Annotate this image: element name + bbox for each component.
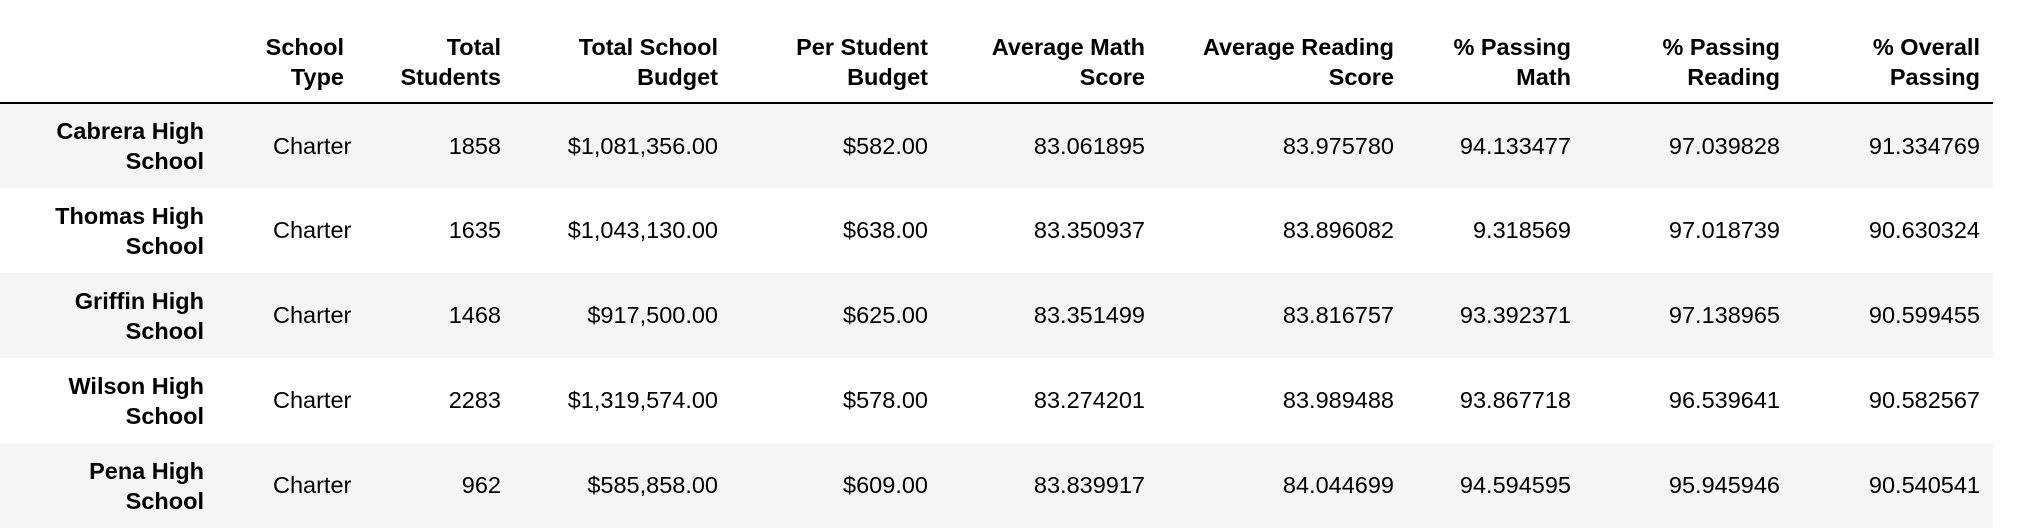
school-type-cell: Charter <box>273 387 352 413</box>
column-header-per-student-budget: Per Student Budget <box>731 0 941 104</box>
row-label-line: School <box>125 317 204 344</box>
school-type-cell: Charter <box>273 132 352 159</box>
row-label-line: School <box>125 148 204 174</box>
table-row-wilson: Wilson High School Charter 2283 $1,319,574.0… <box>0 358 1993 443</box>
row-label-line: Wilson High <box>68 372 204 399</box>
column-header-line: Total <box>446 34 501 60</box>
column-header-line: Students <box>400 64 501 90</box>
index-header <box>0 0 217 104</box>
school-type-cell: Charter <box>273 302 352 328</box>
avg-reading-cell: 83.975780 <box>1282 132 1394 159</box>
column-header-line: School <box>265 34 344 60</box>
column-header-passing-reading: % Passing Reading <box>1584 0 1793 104</box>
avg-reading-cell: 83.989488 <box>1282 387 1394 413</box>
total-students-cell: 1858 <box>448 132 501 159</box>
column-header-line: % Passing <box>1453 34 1571 60</box>
passing-reading-cell: 95.945946 <box>1668 472 1780 498</box>
total-budget-cell: $917,500.00 <box>587 302 718 328</box>
column-header-line: Average Reading <box>1202 34 1394 60</box>
per-student-budget-cell: $609.00 <box>843 472 928 498</box>
total-budget-cell: $585,858.00 <box>587 472 718 498</box>
table-row-cabrera: Cabrera High School Charter 1858 $1,081,356.… <box>0 103 1993 188</box>
column-header-line: Average Math <box>991 34 1145 60</box>
row-label-line: Thomas High <box>55 202 204 229</box>
avg-reading-cell: 83.816757 <box>1282 302 1394 328</box>
avg-reading-cell: 83.896082 <box>1282 217 1394 243</box>
column-header-passing-math: % Passing Math <box>1407 0 1584 104</box>
column-header-average-math-score: Average Math Score <box>941 0 1158 104</box>
avg-math-cell: 83.061895 <box>1033 132 1145 159</box>
total-budget-cell: $1,081,356.00 <box>567 132 718 159</box>
passing-math-cell: 9.318569 <box>1472 217 1571 243</box>
column-header-line: Type <box>290 64 344 90</box>
per-student-budget-cell: $625.00 <box>843 302 928 328</box>
passing-reading-cell: 96.539641 <box>1668 387 1780 413</box>
total-budget-cell: $1,043,130.00 <box>567 217 718 243</box>
per-student-budget-cell: $638.00 <box>843 217 928 243</box>
column-header-line: Budget <box>847 64 928 90</box>
total-students-cell: 962 <box>461 472 501 498</box>
row-label-line: School <box>125 402 204 429</box>
row-label-line: Pena High <box>89 457 204 484</box>
passing-math-cell: 93.867718 <box>1459 387 1571 413</box>
avg-math-cell: 83.274201 <box>1033 387 1145 413</box>
total-students-cell: 1468 <box>448 302 501 328</box>
table-row-thomas: Thomas High School Charter 1635 $1,043,130.0… <box>0 188 1993 273</box>
total-budget-cell: $1,319,574.00 <box>567 387 718 413</box>
header-row: School Type Total Students Total School … <box>0 0 1993 104</box>
passing-reading-cell: 97.018739 <box>1668 217 1780 243</box>
column-header-line: Score <box>1328 64 1394 90</box>
column-header-line: Score <box>1079 64 1145 90</box>
passing-reading-cell: 97.039828 <box>1668 132 1780 159</box>
row-label-school-name: Thomas High School <box>0 188 217 273</box>
column-header-school-type: School Type <box>217 0 357 104</box>
row-label-school-name: Wilson High School <box>0 358 217 443</box>
column-header-line: Budget <box>637 64 718 90</box>
overall-passing-cell: 90.599455 <box>1868 302 1980 328</box>
passing-reading-cell: 97.138965 <box>1668 302 1780 328</box>
column-header-average-reading-score: Average Reading Score <box>1158 0 1407 104</box>
total-students-cell: 2283 <box>448 387 501 413</box>
column-header-total-school-budget: Total School Budget <box>514 0 731 104</box>
row-label-school-name: Pena High School <box>0 443 217 528</box>
table-row-pena: Pena High School Charter 962 $585,858.00 $609… <box>0 443 1993 528</box>
column-header-line: % Passing <box>1662 34 1780 60</box>
passing-math-cell: 93.392371 <box>1459 302 1571 328</box>
avg-math-cell: 83.350937 <box>1033 217 1145 243</box>
row-label-line: School <box>125 232 204 259</box>
row-label-line: Griffin High <box>74 287 204 314</box>
per-student-budget-cell: $582.00 <box>843 132 928 159</box>
row-label-line: Cabrera High <box>56 118 204 144</box>
row-label-school-name: Griffin High School <box>0 273 217 358</box>
overall-passing-cell: 90.630324 <box>1868 217 1980 243</box>
row-label-line: School <box>125 487 204 514</box>
overall-passing-cell: 91.334769 <box>1868 132 1980 159</box>
table-header: School Type Total Students Total School … <box>0 0 1993 104</box>
column-header-line: % Overall <box>1872 34 1980 60</box>
passing-math-cell: 94.594595 <box>1459 472 1571 498</box>
column-header-line: Reading <box>1687 64 1780 90</box>
overall-passing-cell: 90.540541 <box>1868 472 1980 498</box>
column-header-line: Passing <box>1889 64 1980 90</box>
avg-math-cell: 83.839917 <box>1033 472 1145 498</box>
column-header-overall-passing: % Overall Passing <box>1793 0 1993 104</box>
overall-passing-cell: 90.582567 <box>1868 387 1980 413</box>
school-summary-table: School Type Total Students Total School … <box>0 0 1993 528</box>
table-row-griffin: Griffin High School Charter 1468 $917,500.00… <box>0 273 1993 358</box>
column-header-line: Math <box>1516 64 1571 90</box>
total-students-cell: 1635 <box>448 217 501 243</box>
column-header-line: Total School <box>578 34 718 60</box>
avg-reading-cell: 84.044699 <box>1282 472 1394 498</box>
school-type-cell: Charter <box>273 472 352 498</box>
row-label-school-name: Cabrera High School <box>0 103 217 188</box>
column-header-line: Per Student <box>796 34 928 60</box>
per-student-budget-cell: $578.00 <box>843 387 928 413</box>
table-body: Cabrera High School Charter 1858 $1,081,356.… <box>0 103 1993 528</box>
avg-math-cell: 83.351499 <box>1033 302 1145 328</box>
passing-math-cell: 94.133477 <box>1459 132 1571 159</box>
column-header-total-students: Total Students <box>357 0 514 104</box>
school-type-cell: Charter <box>273 217 352 243</box>
